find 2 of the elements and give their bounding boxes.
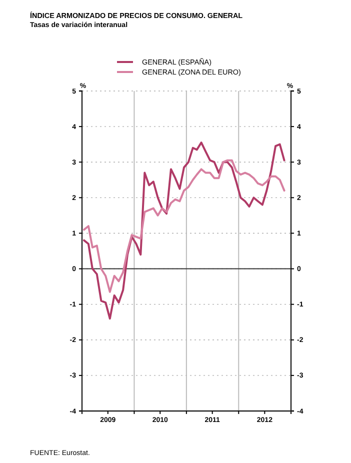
line-series — [83, 142, 286, 320]
line-series — [83, 159, 286, 293]
